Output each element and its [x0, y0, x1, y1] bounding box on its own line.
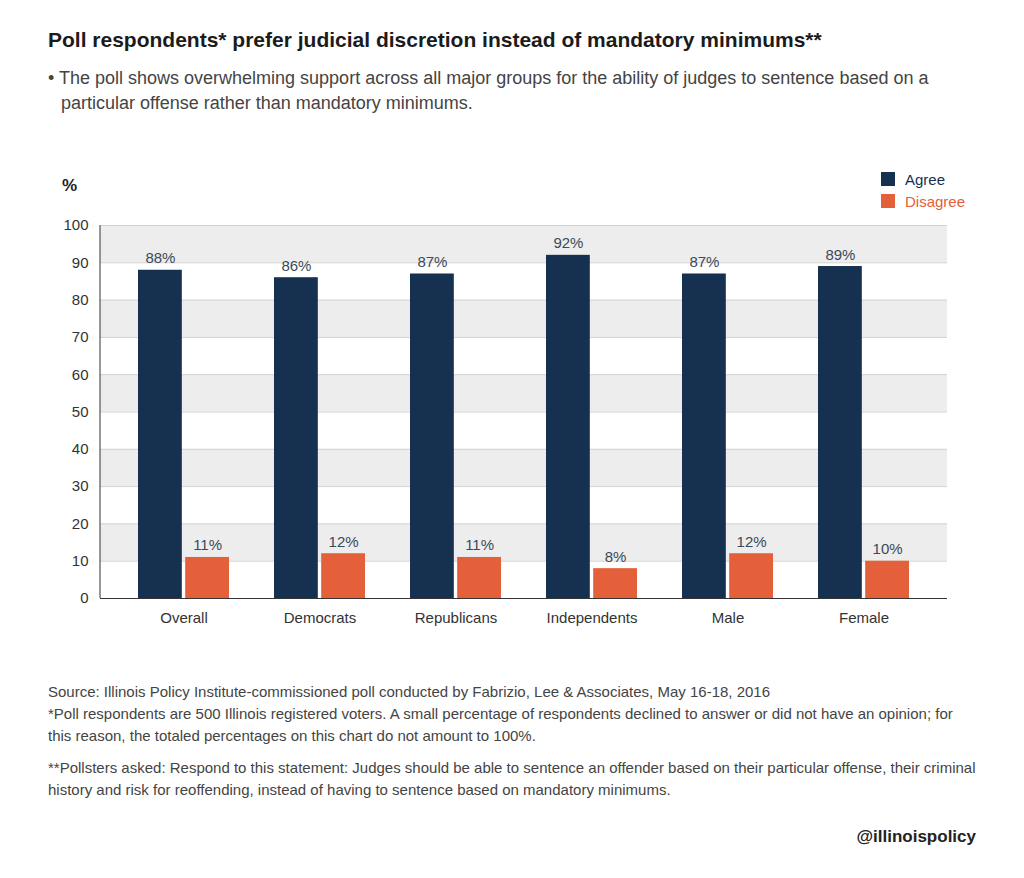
svg-text:50: 50 [72, 403, 89, 420]
html-text:Source: Illinois Policy Instit: Source: Illinois Policy Institute-commis… [48, 683, 770, 700]
svg-text:12%: 12% [737, 533, 767, 550]
svg-text:10%: 10% [873, 540, 903, 557]
svg-text:12%: 12% [329, 533, 359, 550]
html-text:Poll respondents* prefer judic: Poll respondents* prefer judicial discre… [48, 28, 822, 51]
svg-text:88%: 88% [145, 249, 175, 266]
svg-text:20: 20 [72, 515, 89, 532]
svg-text:10: 10 [72, 552, 89, 569]
svg-text:90: 90 [72, 254, 89, 271]
svg-text:11%: 11% [465, 536, 494, 553]
svg-text:30: 30 [72, 477, 89, 494]
svg-text:Republicans: Republicans [415, 609, 498, 626]
svg-text:Democrats: Democrats [284, 609, 357, 626]
svg-text:80: 80 [72, 291, 89, 308]
html-text:@illinoispolicy: @illinoispolicy [856, 827, 976, 846]
svg-text:11%: 11% [193, 536, 222, 553]
html-text:• The poll shows overwhelming: • The poll shows overwhelming support ac… [48, 68, 929, 113]
html-text:*Poll respondents are 500 Illi: *Poll respondents are 500 Illinois regis… [48, 705, 953, 744]
svg-text:100: 100 [63, 216, 88, 233]
svg-text:89%: 89% [825, 246, 855, 263]
svg-text:92%: 92% [553, 234, 583, 251]
html-text:**Pollsters asked: Respond to: **Pollsters asked: Respond to this state… [48, 759, 976, 798]
svg-text:Overall: Overall [160, 609, 208, 626]
svg-text:87%: 87% [689, 253, 719, 270]
svg-text:60: 60 [72, 366, 89, 383]
svg-text:40: 40 [72, 440, 89, 457]
svg-text:8%: 8% [605, 548, 627, 565]
svg-text:86%: 86% [281, 257, 311, 274]
svg-text:Independents: Independents [547, 609, 638, 626]
html-text:Agree: Agree [905, 170, 945, 188]
svg-text:87%: 87% [417, 253, 447, 270]
svg-text:Male: Male [712, 609, 745, 626]
svg-text:0: 0 [80, 589, 88, 606]
svg-text:Female: Female [839, 609, 889, 626]
svg-text:70: 70 [72, 328, 89, 345]
html-text:Disagree: Disagree [905, 192, 965, 210]
